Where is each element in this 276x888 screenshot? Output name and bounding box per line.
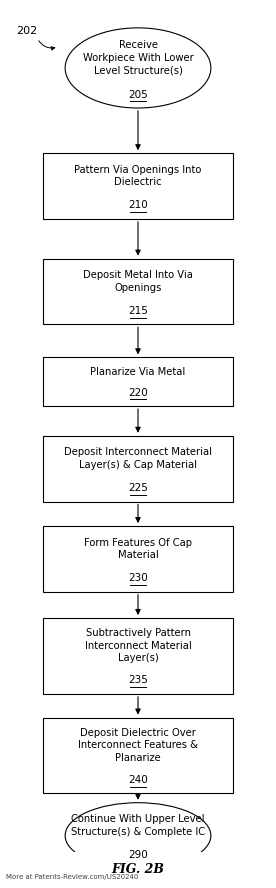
Text: More at Patents-Review.com/US20240: More at Patents-Review.com/US20240 [6, 874, 138, 880]
Text: FIG. 2B: FIG. 2B [112, 862, 164, 876]
Text: 240: 240 [128, 775, 148, 785]
Text: 220: 220 [128, 388, 148, 398]
Text: Deposit Metal Into Via
Openings: Deposit Metal Into Via Openings [83, 270, 193, 292]
Text: Planarize Via Metal: Planarize Via Metal [90, 367, 186, 377]
Text: 235: 235 [128, 676, 148, 686]
Text: Form Features Of Cap
Material: Form Features Of Cap Material [84, 537, 192, 560]
Text: Continue With Upper Level
Structure(s) & Complete IC: Continue With Upper Level Structure(s) &… [71, 814, 205, 836]
Text: 202: 202 [16, 26, 37, 36]
FancyBboxPatch shape [43, 258, 233, 324]
Text: 230: 230 [128, 574, 148, 583]
FancyBboxPatch shape [43, 618, 233, 694]
Text: 225: 225 [128, 483, 148, 493]
Text: 205: 205 [128, 90, 148, 99]
Text: Pattern Via Openings Into
Dielectric: Pattern Via Openings Into Dielectric [74, 164, 202, 187]
Text: 290: 290 [128, 850, 148, 860]
FancyBboxPatch shape [43, 153, 233, 219]
FancyBboxPatch shape [43, 357, 233, 406]
Text: Receive
Workpiece With Lower
Level Structure(s): Receive Workpiece With Lower Level Struc… [83, 41, 193, 75]
FancyBboxPatch shape [43, 436, 233, 502]
Text: 215: 215 [128, 305, 148, 316]
Text: 210: 210 [128, 201, 148, 210]
Text: Subtractively Pattern
Interconnect Material
Layer(s): Subtractively Pattern Interconnect Mater… [85, 629, 191, 663]
FancyBboxPatch shape [43, 526, 233, 591]
Ellipse shape [65, 28, 211, 108]
Text: Deposit Dielectric Over
Interconnect Features &
Planarize: Deposit Dielectric Over Interconnect Fea… [78, 728, 198, 763]
Text: Deposit Interconnect Material
Layer(s) & Cap Material: Deposit Interconnect Material Layer(s) &… [64, 448, 212, 470]
FancyBboxPatch shape [43, 718, 233, 794]
Ellipse shape [65, 803, 211, 868]
